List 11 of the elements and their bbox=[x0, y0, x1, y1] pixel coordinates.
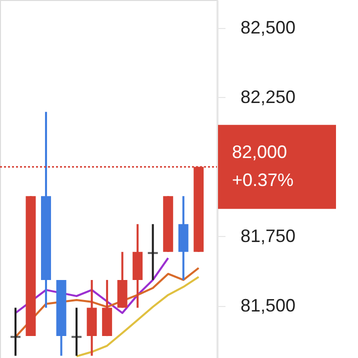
candlestick bbox=[148, 223, 158, 281]
y-tick-label: 81,750 bbox=[240, 226, 296, 246]
y-tick-label: 81,500 bbox=[240, 295, 296, 316]
y-tick-label: 82,500 bbox=[240, 18, 296, 38]
candlestick bbox=[72, 306, 82, 357]
ref-line-label: 82,000 bbox=[232, 142, 288, 162]
text: +0.37% bbox=[232, 170, 294, 190]
line-series bbox=[76, 276, 200, 358]
candlestick bbox=[10, 306, 20, 357]
y-tick-label: 82,250 bbox=[240, 86, 296, 107]
line-series bbox=[14, 257, 170, 314]
